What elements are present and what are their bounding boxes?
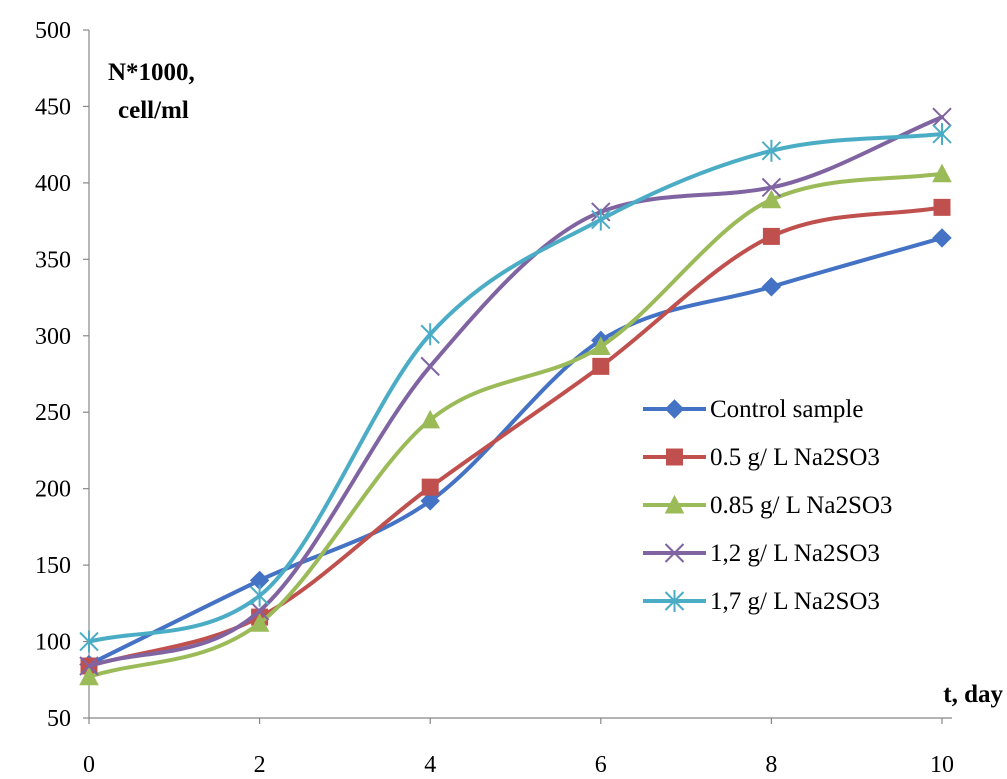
y-tick-label: 300 [35,324,71,350]
marker-stroke [761,177,782,198]
y-tick-label: 450 [35,94,71,120]
legend-marker [664,543,685,563]
marker-stroke [932,107,952,127]
x-tick-label: 4 [424,752,436,778]
series-line [87,235,944,667]
series-line [87,115,944,669]
y-tick-label: 400 [35,171,71,197]
legend-marker [664,494,685,514]
legend-label: 0.85 g/ L Na2SO3 [710,492,892,519]
data-point [591,208,611,231]
legend-item-2: 0.5 g/ L Na2SO3 [643,444,880,471]
data-point [249,584,270,607]
x-tick-label: 10 [930,752,954,778]
data-point [932,122,952,145]
data-point [79,656,99,676]
data-point [762,227,780,245]
data-point [932,163,952,183]
x-tick-label: 2 [254,752,266,778]
series-layer [79,107,952,686]
y-tick-label: 150 [35,553,71,579]
legend: Control sample 0.5 g/ L Na2SO3 0.85 g/ L N… [643,396,892,615]
marker-stroke [420,356,440,377]
data-point [933,198,951,216]
x-tick-label: 0 [83,752,95,778]
data-point [932,107,952,127]
data-point [761,177,782,198]
legend-item-4: 1,2 g/ L Na2SO3 [643,540,880,567]
y-tick-label: 100 [35,630,71,656]
legend-marker [664,399,685,419]
x-tick-label: 6 [595,752,607,778]
data-point [79,666,99,686]
legend-item-1: Control sample [643,396,863,423]
series-line [87,131,944,644]
y-axis-title-line2: cell/ml [118,97,189,124]
data-point [932,228,952,248]
legend-label: Control sample [710,396,863,423]
data-point [761,277,782,297]
series-5 [79,122,952,653]
y-tick-label: 350 [35,247,71,273]
y-tick-label: 200 [35,477,71,503]
y-tick-label: 500 [35,18,71,44]
data-point [420,356,440,377]
marker-stroke [79,656,99,676]
y-axis-title-line1: N*1000, [108,59,195,86]
legend-item-3: 0.85 g/ L Na2SO3 [643,492,892,519]
y-tick-label: 50 [47,706,71,732]
data-point [421,478,439,496]
data-point [761,189,782,209]
legend-label: 1,7 g/ L Na2SO3 [710,588,880,615]
x-tick-label: 8 [765,752,777,778]
data-point [590,336,611,355]
data-point [420,409,441,429]
x-axis-title: t, day [943,681,1003,708]
data-point [249,613,270,632]
series-4 [79,107,952,676]
legend-label: 1,2 g/ L Na2SO3 [710,540,880,567]
marker-stroke [249,601,270,621]
legend-marker [666,448,683,466]
legend-label: 0.5 g/ L Na2SO3 [710,444,880,471]
y-tick-label: 250 [35,400,71,426]
marker-stroke [664,543,685,563]
data-point [592,357,610,375]
axes: 50 100 150 200 250 300 350 400 450 500 0 2 4 6 8 10 N*10… [35,18,1003,778]
legend-marker [664,590,685,612]
data-point [420,323,440,346]
data-point [79,630,99,653]
data-point [249,601,270,621]
legend-item-5: 1,7 g/ L Na2SO3 [643,588,880,615]
data-point [761,139,782,162]
data-point [420,491,440,511]
